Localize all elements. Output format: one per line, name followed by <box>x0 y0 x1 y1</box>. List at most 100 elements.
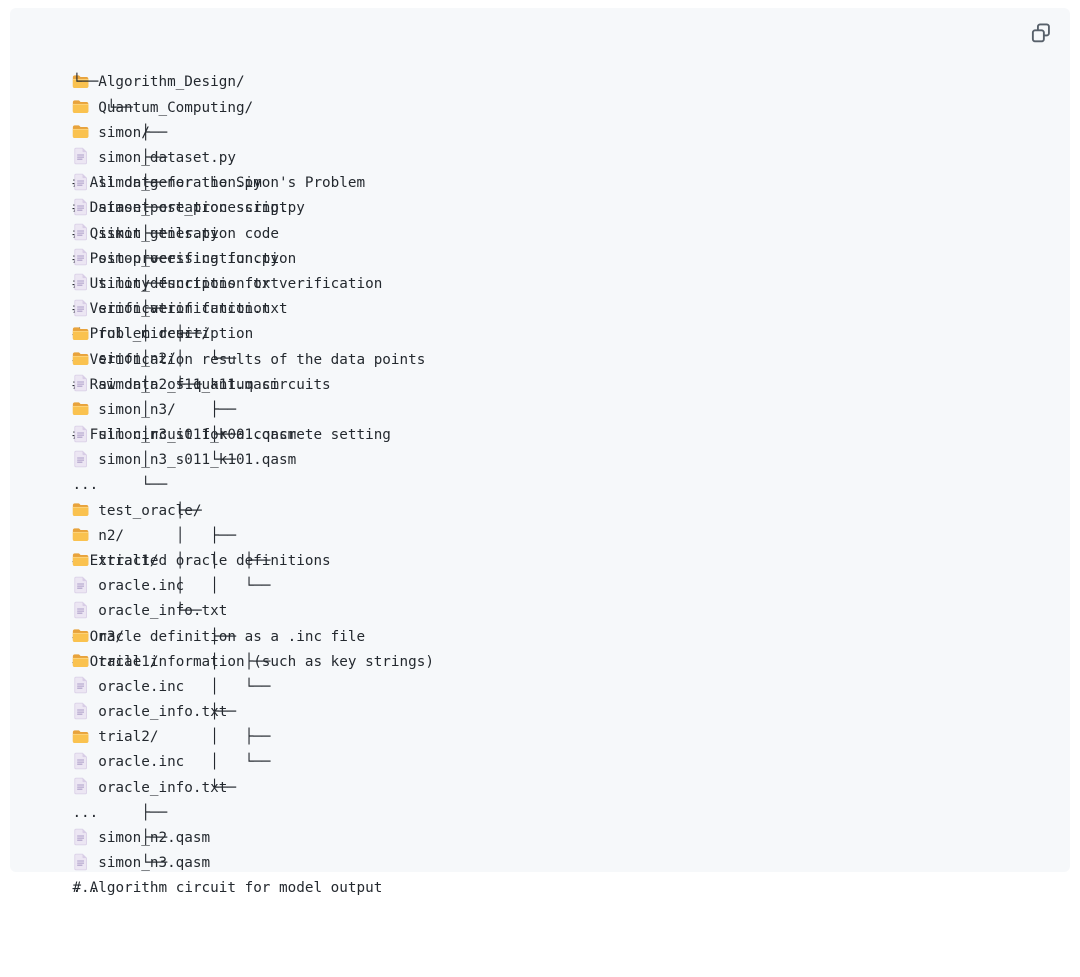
copy-button[interactable] <box>1028 20 1054 46</box>
tree-branch: │ └── <box>72 754 280 771</box>
file-icon <box>72 828 89 846</box>
tree-branch: ├── <box>72 804 176 821</box>
tree-row: │ └── simon_n3/ <box>38 347 1062 418</box>
entry-name: full_circuit/ <box>98 326 211 343</box>
file-icon <box>72 374 89 392</box>
tree-row: │ ├── simon_n3_s011_k101.qasm <box>38 398 1062 468</box>
tree-row: │ ├── simon_n2/ <box>38 297 1062 367</box>
tree-row: ├── n2/ <box>38 473 1062 544</box>
tree-branch: ├── <box>72 175 176 192</box>
file-icon <box>72 173 89 191</box>
file-icon <box>72 299 89 317</box>
tree-branch: │ ├── <box>72 401 245 418</box>
tree-branch: │ └── <box>72 452 262 469</box>
code-block: Algorithm_Design/ └── Quantum_Computing/… <box>10 8 1070 896</box>
entry-name: ... <box>72 477 99 494</box>
tree-branch: │ └── <box>72 376 211 393</box>
tree-row: │ └── ... <box>38 423 1062 493</box>
file-icon <box>72 853 89 871</box>
entry-name: simon_n2/ <box>98 351 176 368</box>
folder-icon <box>72 550 89 568</box>
tree-row: ├── simon_n3.qasm <box>38 801 1062 871</box>
entry-comment: # Oracle definition as a .inc file <box>72 628 366 645</box>
tree-branch: │ ├── <box>72 729 280 746</box>
file-icon <box>72 576 89 594</box>
entry-comment: # Utility functions for verification <box>72 275 383 292</box>
tree-branch: └── <box>72 855 193 872</box>
file-icon <box>72 248 89 266</box>
entry-name: simon_verification.txt <box>98 301 288 318</box>
entry-name: simon_n2.qasm <box>98 830 211 847</box>
folder-icon <box>72 349 89 367</box>
tree-branch: ├── <box>72 301 176 318</box>
entry-name: oracle.inc <box>98 578 185 595</box>
tree-row: │ └── oracle_info.txt <box>38 650 1062 720</box>
file-tree: Algorithm_Design/ └── Quantum_Computing/… <box>38 20 1062 896</box>
file-icon <box>72 273 89 291</box>
folder-icon <box>72 651 89 669</box>
tree-row: Algorithm_Design/ <box>38 20 1062 90</box>
tree-branch: └── <box>72 477 176 494</box>
tree-branch: │ └── <box>72 678 280 695</box>
entry-name: oracle.inc <box>98 754 185 771</box>
tree-branch: ├── <box>72 628 245 645</box>
tree-row: │ └── oracle_info.txt <box>38 725 1062 796</box>
tree-row: ├── simon_post_processing.py # Post-proc… <box>38 146 1062 267</box>
entry-name: Quantum_Computing/ <box>98 99 254 116</box>
tree-row: │ ├── oracle.inc <box>38 700 1062 770</box>
file-icon <box>72 198 89 216</box>
tree-row: ├── simon_utils.py # Utility functions f… <box>38 171 1062 292</box>
tree-row: │ ├── trial1/ <box>38 499 1062 569</box>
tree-row: │ │ ├── oracle.inc # Oracle definition a… <box>38 524 1062 645</box>
file-icon <box>72 147 89 165</box>
tree-row: ├── simon_verification.py # Verification… <box>38 196 1062 318</box>
tree-branch: │ │ └── <box>72 351 245 368</box>
tree-row: │ │ └── simon_n2_s11_k11.qasm # Full cir… <box>38 322 1062 443</box>
entry-name: simon_n2_s11_k11.qasm <box>98 376 279 393</box>
tree-row: └── n3/ <box>38 574 1062 645</box>
tree-branch: ├── <box>72 225 176 242</box>
entry-comment: # Post-processing function <box>72 250 297 267</box>
tree-branch: └── <box>72 603 211 620</box>
tree-row: ├── simon_verification.txt # Verificatio… <box>38 247 1062 368</box>
entry-name: simon_dataset.py <box>98 149 236 166</box>
entry-name: n2/ <box>98 527 125 544</box>
tree-row: │ ├── simon_n3_s011_k001.qasm <box>38 373 1062 443</box>
tree-branch: └── <box>72 99 142 116</box>
tree-branch: ├── <box>72 704 245 721</box>
tree-branch: ├── <box>72 200 176 217</box>
folder-icon <box>72 97 89 115</box>
tree-branch: │ ├── <box>72 653 280 670</box>
file-icon <box>72 702 89 720</box>
entry-name: Algorithm_Design/ <box>98 74 245 91</box>
folder-icon <box>72 500 89 518</box>
tree-branch: ├── <box>72 502 211 519</box>
tree-branch: └── <box>72 74 107 91</box>
file-icon <box>72 777 89 795</box>
folder-icon <box>72 324 89 342</box>
entry-name: simon_n3/ <box>98 401 176 418</box>
entry-comment: # Algorithm circuit for model output <box>72 880 383 897</box>
entry-name: simon_generation.py <box>98 175 262 192</box>
entry-comment: # Full circuit for a concrete setting <box>72 427 391 444</box>
tree-branch: ├── <box>72 250 176 267</box>
entry-name: oracle_info.txt <box>98 779 228 796</box>
file-icon <box>72 425 89 443</box>
entry-name: trial1/ <box>98 552 159 569</box>
tree-row: ├── trial2/ <box>38 675 1062 745</box>
folder-icon <box>72 626 89 644</box>
entry-name: test_oracle/ <box>98 502 202 519</box>
file-icon <box>72 450 89 468</box>
entry-name: simon_verification.py <box>98 250 279 267</box>
tree-branch: └── <box>72 779 262 796</box>
tree-row: │ ├── oracle.inc <box>38 625 1062 695</box>
tree-branch: ├── <box>72 830 176 847</box>
tree-branch: │ │ ├── <box>72 552 280 569</box>
entry-comment: # Qiskit generation code <box>72 225 280 242</box>
entry-name: simon_n3_s011_k001.qasm <box>98 427 297 444</box>
file-icon <box>72 223 89 241</box>
folder-icon <box>72 72 89 90</box>
tree-branch: │ │ └── <box>72 578 280 595</box>
entry-name: oracle_info.txt <box>98 704 228 721</box>
tree-row: └── test_oracle/ # Extracted oracle defi… <box>38 448 1062 569</box>
